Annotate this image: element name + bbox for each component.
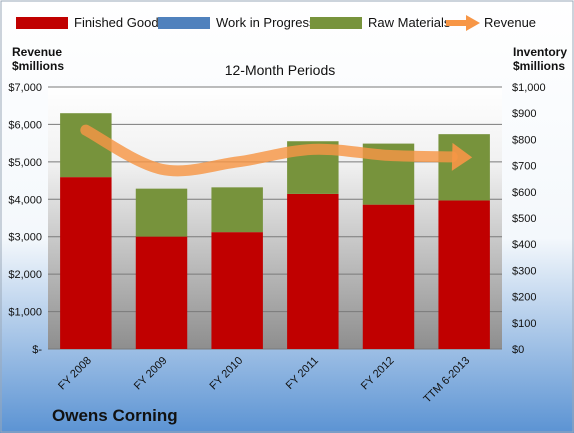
- right-axis-tick-label: $600: [512, 187, 536, 199]
- chart-title: 12-Month Periods: [225, 62, 336, 78]
- bar-finished-goods: [211, 232, 263, 349]
- legend-swatch-finished-goods: [16, 17, 68, 29]
- left-axis-tick-label: $3,000: [8, 232, 42, 244]
- left-axis-tick-label: $2,000: [8, 269, 42, 281]
- right-axis-tick-label: $300: [512, 265, 536, 277]
- left-axis-tick-label: $4,000: [8, 194, 42, 206]
- grid-layer: [48, 86, 502, 350]
- right-axis-tick-label: $900: [512, 108, 536, 120]
- bar-raw-materials: [211, 187, 263, 233]
- right-axis-tick-label: $1,000: [512, 82, 546, 94]
- legend-label-raw-materials: Raw Materials: [368, 15, 451, 30]
- bar-raw-materials: [438, 134, 490, 201]
- bar-raw-materials: [135, 188, 188, 237]
- right-axis-title-line2: $millions: [513, 59, 565, 73]
- legend: Finished Goods Work in Progress Raw Mate…: [16, 15, 536, 31]
- legend-swatch-raw-materials: [310, 17, 362, 29]
- company-name: Owens Corning: [52, 406, 178, 425]
- left-axis-tick-label: $-: [32, 344, 42, 356]
- right-axis-tick-label: $100: [512, 318, 536, 330]
- bar-finished-goods: [362, 204, 415, 349]
- right-axis-title-line1: Inventory: [513, 45, 567, 59]
- right-axis-tick-label: $0: [512, 344, 524, 356]
- left-axis-tick-label: $7,000: [8, 82, 42, 94]
- bars-layer: [60, 113, 490, 349]
- left-axis-tick-label: $6,000: [8, 119, 42, 131]
- right-axis-tick-label: $200: [512, 292, 536, 304]
- legend-label-finished-goods: Finished Goods: [74, 15, 166, 30]
- legend-label-revenue: Revenue: [484, 15, 536, 30]
- right-axis-tick-label: $700: [512, 161, 536, 173]
- left-axis-title-line1: Revenue: [12, 45, 62, 59]
- left-axis-title-line2: $millions: [12, 59, 64, 73]
- legend-swatch-revenue: [446, 15, 480, 31]
- revenue-line-layer: [80, 124, 473, 177]
- bar-finished-goods: [438, 200, 490, 349]
- legend-swatch-work-in-progress: [158, 17, 210, 29]
- bar-finished-goods: [60, 177, 112, 349]
- revenue-line-arrowhead: [451, 142, 473, 171]
- left-axis-tick-label: $1,000: [8, 307, 42, 319]
- right-axis-tick-label: $400: [512, 239, 536, 251]
- right-axis-tick-label: $500: [512, 213, 536, 225]
- bar-finished-goods: [135, 236, 188, 349]
- left-axis-tick-label: $5,000: [8, 157, 42, 169]
- legend-label-work-in-progress: Work in Progress: [216, 15, 316, 30]
- right-axis-tick-label: $800: [512, 134, 536, 146]
- bar-finished-goods: [287, 193, 339, 349]
- plot-area: [48, 87, 502, 349]
